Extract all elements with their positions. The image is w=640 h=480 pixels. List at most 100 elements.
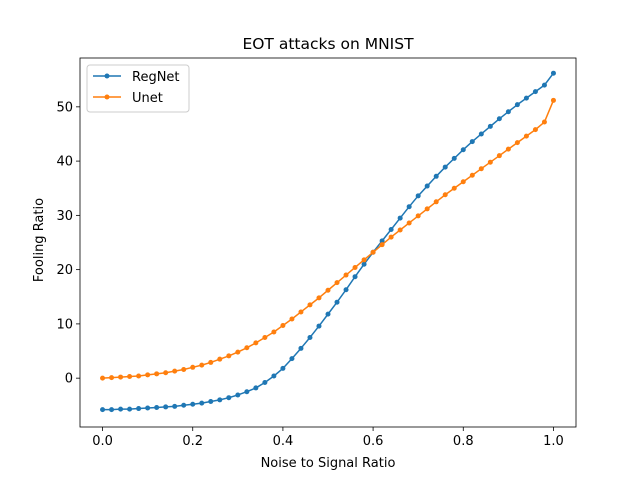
data-point-unet	[370, 249, 376, 255]
data-point-regnet	[469, 139, 475, 145]
data-point-regnet	[478, 131, 484, 137]
x-tick-label: 1.0	[543, 434, 564, 449]
data-point-regnet	[541, 82, 547, 88]
data-point-regnet	[190, 401, 196, 407]
data-point-regnet	[244, 389, 250, 395]
x-tick-label: 0.2	[182, 434, 203, 449]
data-point-unet	[388, 234, 394, 240]
data-point-unet	[541, 119, 547, 125]
data-point-unet	[442, 192, 448, 198]
data-point-unet	[316, 295, 322, 301]
x-tick-label: 0.4	[273, 434, 294, 449]
data-point-regnet	[325, 311, 331, 317]
data-point-unet	[190, 364, 196, 370]
data-point-unet	[217, 356, 223, 362]
data-point-unet	[415, 213, 421, 219]
data-point-regnet	[127, 406, 133, 412]
data-point-unet	[109, 375, 115, 381]
data-point-unet	[262, 334, 268, 340]
data-point-regnet	[226, 395, 232, 401]
data-point-regnet	[145, 405, 151, 411]
data-point-regnet	[442, 164, 448, 170]
data-point-regnet	[397, 215, 403, 221]
data-point-unet	[352, 264, 358, 270]
data-point-regnet	[415, 193, 421, 199]
y-axis-label: Fooling Ratio	[32, 198, 47, 282]
data-point-regnet	[487, 123, 493, 129]
data-point-regnet	[550, 70, 556, 76]
plot-area: 0.0 0.2 0.4 0.6 0.8 1.0 0 10 20 30 40 50 RegNet Unet	[56, 57, 577, 449]
y-tick-label: 30	[56, 209, 73, 224]
data-point-regnet	[109, 407, 115, 413]
data-point-regnet	[532, 89, 538, 95]
data-point-regnet	[379, 238, 385, 244]
data-point-unet	[226, 353, 232, 359]
data-point-regnet	[316, 323, 322, 329]
data-point-regnet	[100, 407, 106, 413]
y-tick-label: 10	[56, 317, 73, 332]
data-point-unet	[433, 199, 439, 205]
data-point-regnet	[298, 345, 304, 351]
axes-frame	[79, 57, 577, 428]
data-point-regnet	[172, 403, 178, 409]
data-point-regnet	[523, 95, 529, 101]
data-point-unet	[406, 220, 412, 226]
legend: RegNet Unet	[86, 64, 190, 113]
data-point-unet	[172, 368, 178, 374]
data-point-unet	[298, 309, 304, 315]
data-point-unet	[487, 159, 493, 165]
y-tick-label: 20	[56, 263, 73, 278]
data-point-unet	[325, 287, 331, 293]
data-point-regnet	[343, 287, 349, 293]
data-point-unet	[424, 206, 430, 212]
data-point-unet	[514, 140, 520, 146]
data-point-unet	[154, 371, 160, 377]
data-point-regnet	[496, 116, 502, 122]
data-point-unet	[136, 373, 142, 379]
data-point-regnet	[406, 204, 412, 210]
data-point-regnet	[199, 400, 205, 406]
data-point-regnet	[253, 385, 259, 391]
data-point-regnet	[181, 402, 187, 408]
data-point-regnet	[352, 274, 358, 280]
legend-label-unet: Unet	[132, 91, 163, 106]
data-point-regnet	[208, 399, 214, 404]
y-tick-label: 0	[65, 372, 73, 387]
data-point-unet	[451, 185, 457, 191]
data-point-unet	[280, 323, 286, 329]
data-point-regnet	[361, 261, 367, 267]
data-point-unet	[469, 172, 475, 178]
data-point-unet	[208, 359, 214, 365]
data-point-unet	[289, 316, 295, 322]
data-point-unet	[163, 370, 169, 376]
data-point-regnet	[280, 365, 286, 371]
data-point-regnet	[334, 299, 340, 305]
data-point-unet	[145, 372, 151, 378]
data-point-regnet	[451, 155, 457, 161]
data-point-unet	[253, 340, 259, 346]
data-point-regnet	[235, 392, 241, 398]
legend-marker-regnet	[104, 73, 110, 79]
data-point-regnet	[424, 183, 430, 189]
data-point-regnet	[307, 334, 313, 340]
legend-label-regnet: RegNet	[132, 70, 180, 85]
data-point-unet	[505, 146, 511, 152]
data-point-unet	[379, 242, 385, 248]
data-point-unet	[181, 366, 187, 372]
data-point-regnet	[505, 109, 511, 115]
y-tick-label: 50	[56, 100, 73, 115]
data-point-regnet	[388, 226, 394, 232]
data-point-unet	[478, 166, 484, 172]
data-point-regnet	[271, 373, 277, 379]
data-point-unet	[532, 127, 538, 133]
data-point-unet	[550, 97, 556, 103]
data-point-unet	[361, 257, 367, 263]
data-point-unet	[343, 272, 349, 278]
x-axis-label: Noise to Signal Ratio	[261, 456, 396, 471]
x-tick-label: 0.6	[363, 434, 384, 449]
data-point-unet	[127, 374, 133, 380]
data-point-regnet	[289, 356, 295, 362]
x-tick-label: 0.0	[92, 434, 113, 449]
y-tick-label: 40	[56, 155, 73, 170]
